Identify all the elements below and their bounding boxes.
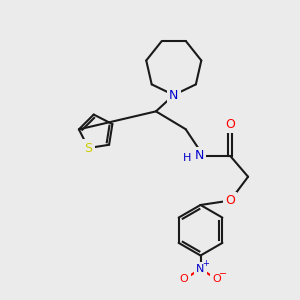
Text: O: O [225,194,235,207]
Text: N: N [196,264,205,274]
Text: S: S [84,142,92,154]
Text: O: O [212,274,221,284]
Text: O: O [225,118,235,131]
Text: H: H [183,153,191,163]
Text: +: + [202,259,209,268]
Text: O: O [180,274,189,284]
Text: N: N [169,88,178,101]
Text: N: N [194,149,204,162]
Text: −: − [219,269,227,279]
